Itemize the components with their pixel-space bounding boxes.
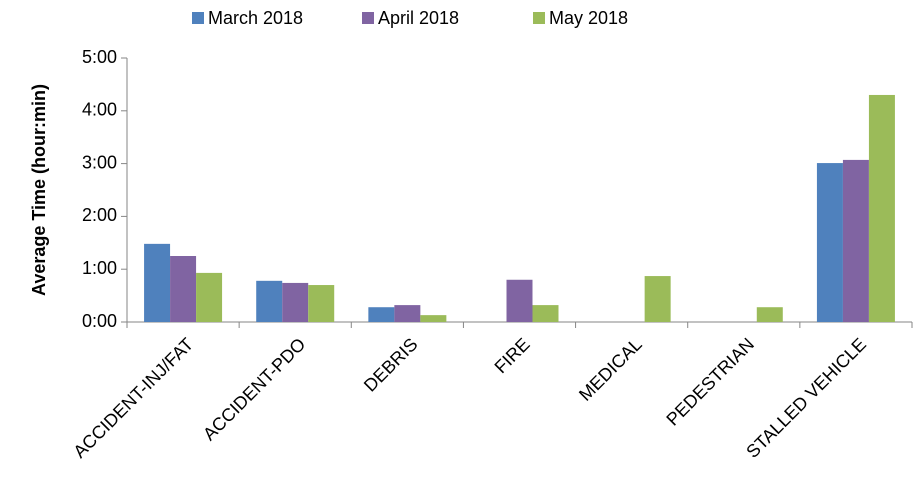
legend-label: March 2018 (208, 8, 303, 28)
bar (842, 159, 869, 322)
bar (506, 279, 533, 322)
bar (816, 163, 843, 322)
bar (170, 256, 197, 322)
x-tick-label: FIRE (491, 334, 534, 377)
y-tick-label: 3:00 (82, 152, 117, 172)
bar (644, 276, 671, 322)
y-tick-label: 1:00 (82, 258, 117, 278)
bar (394, 305, 421, 322)
y-tick-label: 4:00 (82, 100, 117, 120)
bar (532, 305, 559, 322)
bar (144, 243, 171, 322)
x-tick-label: ACCIDENT-INJ/FAT (69, 334, 197, 462)
x-tick-label: ACCIDENT-PDO (199, 334, 309, 444)
legend-swatch (533, 12, 545, 24)
bar (256, 280, 283, 322)
x-tick-label: MEDICAL (575, 334, 646, 405)
y-tick-label: 2:00 (82, 205, 117, 225)
legend-label: May 2018 (549, 8, 628, 28)
bar (368, 307, 395, 322)
x-tick-label: STALLED VEHICLE (742, 334, 870, 462)
legend-swatch (362, 12, 374, 24)
bar (196, 272, 223, 322)
bar (308, 285, 335, 322)
y-tick-label: 5:00 (82, 47, 117, 67)
y-axis-label: Average Time (hour:min) (29, 84, 49, 296)
bar (420, 315, 447, 322)
x-tick-label: PEDESTRIAN (662, 334, 757, 429)
bar (282, 282, 309, 322)
bar (756, 307, 783, 322)
bar (868, 94, 895, 323)
y-tick-label: 0:00 (82, 311, 117, 331)
legend-label: April 2018 (378, 8, 459, 28)
x-tick-label: DEBRIS (360, 334, 422, 396)
legend-swatch (192, 12, 204, 24)
